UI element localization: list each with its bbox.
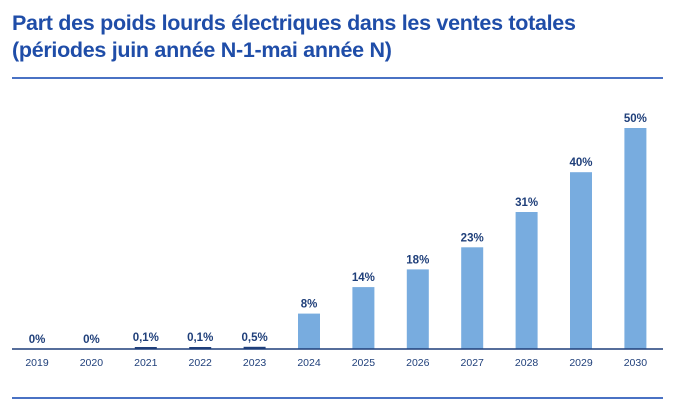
chart-subtitle: (périodes juin année N-1-mai année N) bbox=[12, 38, 392, 62]
x-tick-2022: 2022 bbox=[189, 357, 213, 369]
x-tick-2029: 2029 bbox=[569, 357, 593, 369]
data-label-2030: 50% bbox=[624, 113, 647, 125]
x-tick-2023: 2023 bbox=[243, 357, 267, 369]
data-label-2027: 23% bbox=[461, 232, 484, 244]
data-label-2022: 0,1% bbox=[187, 332, 213, 344]
data-label-2019: 0% bbox=[29, 334, 46, 346]
data-label-2025: 14% bbox=[352, 272, 375, 284]
bar-2027 bbox=[461, 247, 484, 349]
bar-2025 bbox=[352, 287, 375, 349]
bottom-divider bbox=[12, 397, 663, 399]
x-tick-2030: 2030 bbox=[624, 357, 648, 369]
x-tick-2020: 2020 bbox=[80, 357, 104, 369]
data-label-2026: 18% bbox=[406, 254, 429, 266]
bar-2021 bbox=[134, 347, 157, 349]
bar-2030 bbox=[624, 128, 647, 349]
x-tick-2027: 2027 bbox=[461, 357, 485, 369]
bar-2029 bbox=[570, 172, 592, 349]
x-tick-2026: 2026 bbox=[406, 357, 430, 369]
chart-title: Part des poids lourds électriques dans l… bbox=[12, 10, 662, 64]
chart-title-line-1: Part des poids lourds électriques dans l… bbox=[12, 11, 576, 35]
x-tick-2028: 2028 bbox=[515, 357, 539, 369]
bar-2024 bbox=[298, 313, 320, 349]
data-label-2020: 0% bbox=[83, 334, 100, 346]
data-label-2028: 31% bbox=[515, 197, 538, 209]
x-tick-2025: 2025 bbox=[352, 357, 376, 369]
bar-2023 bbox=[243, 346, 266, 349]
data-label-2021: 0,1% bbox=[133, 332, 159, 344]
top-divider bbox=[12, 77, 663, 79]
x-tick-2019: 2019 bbox=[25, 357, 49, 369]
bar-2026 bbox=[406, 269, 429, 349]
x-tick-2021: 2021 bbox=[134, 357, 158, 369]
data-label-2023: 0,5% bbox=[241, 332, 267, 344]
data-label-2029: 40% bbox=[569, 157, 592, 169]
data-label-2024: 8% bbox=[301, 299, 318, 311]
x-tick-2024: 2024 bbox=[297, 357, 321, 369]
bar-2028 bbox=[515, 212, 538, 349]
bar-2022 bbox=[189, 347, 212, 349]
